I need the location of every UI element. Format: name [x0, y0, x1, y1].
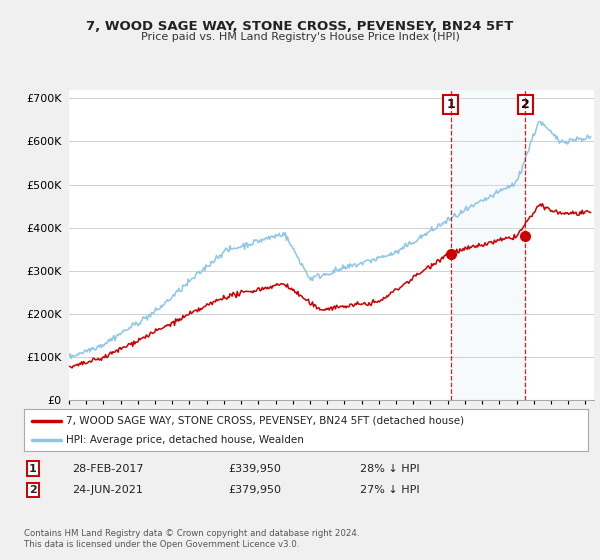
Text: 2: 2: [29, 485, 37, 495]
Text: 2: 2: [521, 98, 530, 111]
Text: Contains HM Land Registry data © Crown copyright and database right 2024.
This d: Contains HM Land Registry data © Crown c…: [24, 529, 359, 549]
Text: 1: 1: [446, 98, 455, 111]
Text: 7, WOOD SAGE WAY, STONE CROSS, PEVENSEY, BN24 5FT: 7, WOOD SAGE WAY, STONE CROSS, PEVENSEY,…: [86, 20, 514, 32]
Text: 24-JUN-2021: 24-JUN-2021: [72, 485, 143, 495]
Text: 27% ↓ HPI: 27% ↓ HPI: [360, 485, 419, 495]
Text: 28% ↓ HPI: 28% ↓ HPI: [360, 464, 419, 474]
Text: HPI: Average price, detached house, Wealden: HPI: Average price, detached house, Weal…: [66, 435, 304, 445]
Text: £339,950: £339,950: [228, 464, 281, 474]
Text: 7, WOOD SAGE WAY, STONE CROSS, PEVENSEY, BN24 5FT (detached house): 7, WOOD SAGE WAY, STONE CROSS, PEVENSEY,…: [66, 416, 464, 426]
Text: 28-FEB-2017: 28-FEB-2017: [72, 464, 143, 474]
Text: 1: 1: [29, 464, 37, 474]
Text: £379,950: £379,950: [228, 485, 281, 495]
Bar: [451, 90, 525, 400]
Text: Price paid vs. HM Land Registry's House Price Index (HPI): Price paid vs. HM Land Registry's House …: [140, 32, 460, 43]
